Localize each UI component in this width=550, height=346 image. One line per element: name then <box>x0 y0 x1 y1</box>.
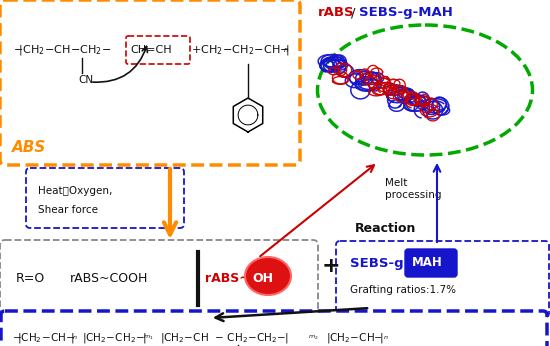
Text: Melt
processing: Melt processing <box>385 178 442 200</box>
Text: $_n$: $_n$ <box>283 45 289 55</box>
Text: rABS: rABS <box>318 6 355 19</box>
Text: MAH: MAH <box>412 256 443 270</box>
FancyBboxPatch shape <box>0 240 318 315</box>
Text: $|$CH$_2\!-\!$CH$_2\!-\!\!|$: $|$CH$_2\!-\!$CH$_2\!-\!\!|$ <box>82 331 147 345</box>
Text: +: + <box>322 256 340 276</box>
Text: Grafting ratios:1.7%: Grafting ratios:1.7% <box>350 285 456 295</box>
Text: $-\!\!|$CH$_2\!-\!$CH$-\!\!|$: $-\!\!|$CH$_2\!-\!$CH$-\!\!|$ <box>12 331 75 345</box>
Text: OH: OH <box>252 272 273 284</box>
Text: rABS~: rABS~ <box>205 272 250 284</box>
Text: /: / <box>351 6 355 19</box>
Text: SEBS-g-MAH: SEBS-g-MAH <box>359 6 453 19</box>
Text: $_n$: $_n$ <box>383 334 389 343</box>
FancyBboxPatch shape <box>405 249 457 277</box>
Text: SEBS-g: SEBS-g <box>350 257 404 271</box>
Text: $_{m_1}$: $_{m_1}$ <box>143 334 153 343</box>
Text: CH=CH: CH=CH <box>130 45 172 55</box>
Text: $|$CH$_2\!-\!$CH$\;\,-\,$CH$_2\!-\!$CH$_2\!-\!\!|$: $|$CH$_2\!-\!$CH$\;\,-\,$CH$_2\!-\!$CH$_… <box>160 331 288 345</box>
Text: Heat、Oxygen,: Heat、Oxygen, <box>38 186 112 196</box>
Text: $_n$: $_n$ <box>72 334 78 343</box>
Text: Reaction: Reaction <box>355 222 416 235</box>
FancyBboxPatch shape <box>26 168 184 228</box>
Text: R=O: R=O <box>16 272 45 284</box>
FancyBboxPatch shape <box>336 241 549 317</box>
Text: $_{m_2}$: $_{m_2}$ <box>308 334 318 343</box>
Text: Shear force: Shear force <box>38 205 98 215</box>
Text: CN: CN <box>78 75 93 85</box>
Ellipse shape <box>245 257 291 295</box>
FancyBboxPatch shape <box>0 0 300 165</box>
Text: $|$CH$_2\!-\!$CH$-\!\!|$: $|$CH$_2\!-\!$CH$-\!\!|$ <box>326 331 383 345</box>
Text: $-\!\!|$CH$_2\!-\!$CH$-$CH$_2\!-$: $-\!\!|$CH$_2\!-\!$CH$-$CH$_2\!-$ <box>13 43 112 57</box>
Text: ABS: ABS <box>12 140 46 155</box>
FancyBboxPatch shape <box>1 311 547 346</box>
FancyBboxPatch shape <box>126 36 190 64</box>
Text: $+$CH$_2\!-\!$CH$_2\!-\!$CH$-\!\!|$: $+$CH$_2\!-\!$CH$_2\!-\!$CH$-\!\!|$ <box>191 43 290 57</box>
Text: rABS~COOH: rABS~COOH <box>70 272 148 284</box>
Ellipse shape <box>317 25 532 155</box>
